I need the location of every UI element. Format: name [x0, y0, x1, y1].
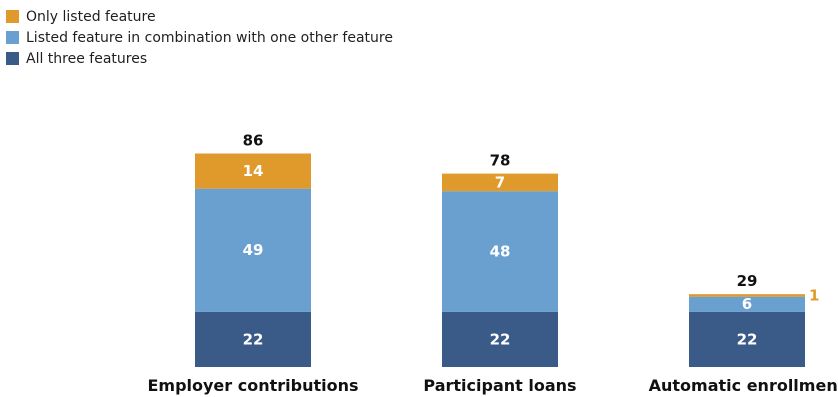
data-label: 6 [742, 295, 752, 313]
data-label: 48 [490, 242, 511, 260]
legend-swatch [6, 52, 19, 65]
bar-segment [195, 311, 311, 367]
total-label: 86 [243, 132, 264, 150]
bar-segment [195, 188, 311, 312]
data-label: 14 [243, 162, 264, 180]
category-label: Automatic enrollment [649, 376, 838, 395]
data-label: 1 [809, 286, 819, 304]
data-label: 22 [243, 330, 264, 348]
bar-segment [442, 311, 558, 367]
legend-item: Only listed feature [6, 6, 393, 27]
bar-segment [689, 294, 805, 297]
legend-label: Listed feature in combination with one o… [26, 29, 393, 46]
data-label: 22 [490, 330, 511, 348]
legend-label: Only listed feature [26, 8, 156, 25]
bar-segment [689, 296, 805, 312]
bar-segment [195, 153, 311, 189]
bar-segment [442, 173, 558, 192]
data-label: 22 [737, 330, 758, 348]
bar-segment [689, 311, 805, 367]
data-label: 7 [495, 173, 505, 191]
category-label: Participant loans [423, 376, 576, 395]
total-label: 29 [737, 272, 758, 290]
legend-item: All three features [6, 48, 393, 69]
bar-segment [442, 191, 558, 312]
legend-item: Listed feature in combination with one o… [6, 27, 393, 48]
total-label: 78 [490, 152, 511, 170]
legend-swatch [6, 31, 19, 44]
legend-label: All three features [26, 50, 148, 67]
category-label: Employer contributions [147, 376, 358, 395]
legend-swatch [6, 10, 19, 23]
data-label: 49 [243, 241, 264, 259]
chart-legend: Only listed feature Listed feature in com… [6, 6, 393, 69]
